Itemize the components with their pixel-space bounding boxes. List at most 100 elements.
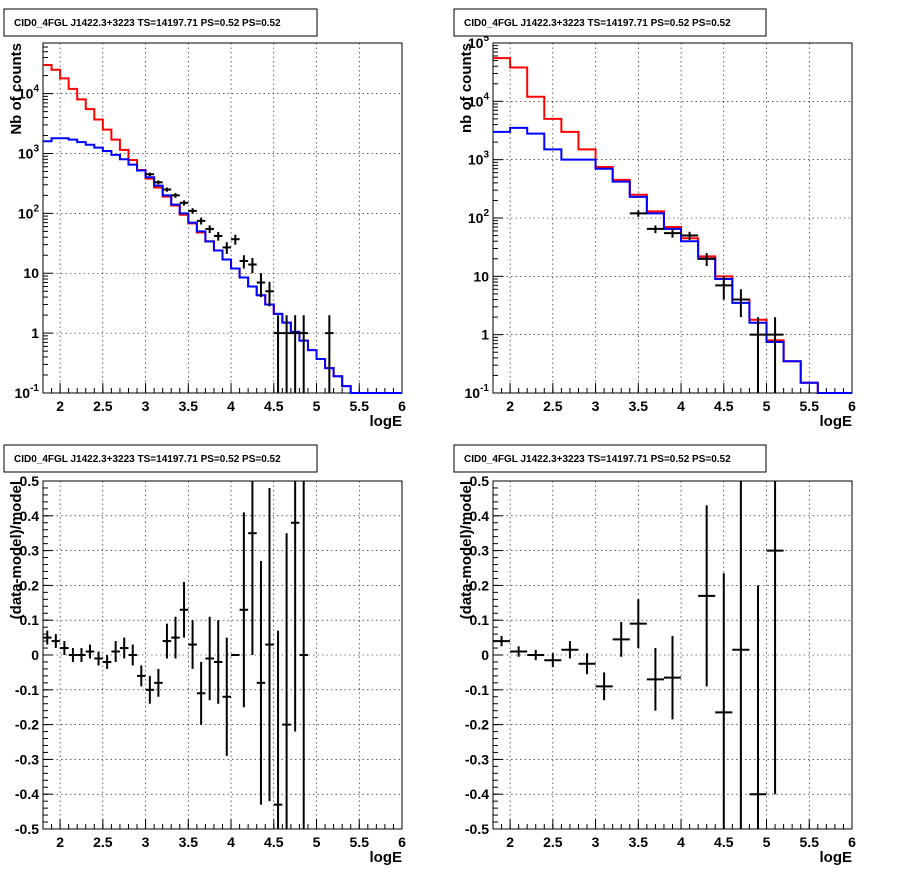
y-tick-exponent: 2	[33, 203, 39, 214]
data-point	[188, 208, 197, 214]
x-tick-label: 4	[227, 398, 235, 414]
x-tick-label: 2.5	[543, 834, 563, 850]
x-tick-label: 3	[592, 398, 600, 414]
y-tick-label: -0.2	[465, 717, 489, 733]
y-tick-label: 10	[473, 268, 489, 284]
title-box	[453, 8, 767, 37]
x-tick-label: 4	[227, 834, 235, 850]
y-tick-base: 10	[15, 385, 31, 401]
y-tick-exponent: 2	[483, 208, 489, 219]
y-tick-exponent: -1	[30, 383, 39, 394]
y-tick-label: 0.2	[470, 577, 490, 593]
data-point	[119, 637, 129, 659]
data-point	[205, 616, 214, 701]
x-tick-label: 3.5	[629, 834, 649, 850]
data-point	[213, 620, 223, 704]
y-tick-label: -0.3	[15, 751, 39, 767]
y-tick-label: 10-1	[465, 383, 490, 401]
x-tick-label: 4.5	[264, 834, 284, 850]
y-axis-title: (data-model)/model	[8, 481, 25, 619]
y-tick-label: 103	[468, 150, 490, 168]
y-tick-exponent: 3	[33, 143, 39, 154]
data-point	[595, 672, 613, 701]
y-tick-label: 103	[18, 143, 40, 161]
y-axis-title: Nb of counts	[8, 43, 25, 135]
data-point	[77, 648, 86, 662]
data-point	[239, 512, 249, 708]
data-point	[171, 193, 180, 198]
y-tick-label: 104	[468, 91, 490, 109]
data-point	[749, 585, 767, 829]
data-point	[111, 641, 120, 662]
y-tick-exponent: 5	[483, 33, 489, 44]
data-point	[94, 651, 103, 666]
data-point	[510, 646, 528, 657]
x-tick-label: 3.5	[629, 398, 649, 414]
y-tick-exponent: -1	[480, 383, 489, 394]
data-point	[256, 273, 266, 298]
y-tick-label: -0.4	[465, 786, 489, 802]
y-tick-label: -0.1	[15, 682, 39, 698]
data-point	[68, 648, 78, 662]
y-tick-exponent: 4	[33, 84, 39, 95]
y-tick-label: -0.1	[465, 682, 489, 698]
data-point	[248, 481, 257, 655]
x-tick-label: 2	[506, 398, 514, 414]
data-point	[299, 481, 308, 829]
y-axis-title: nb of counts	[458, 43, 475, 133]
title-box	[453, 444, 767, 473]
data-point	[629, 210, 647, 217]
data-point	[239, 255, 249, 269]
plot-frame	[42, 480, 403, 830]
y-tick-label: 0.4	[470, 508, 490, 524]
y-tick-label: 0	[31, 647, 39, 663]
data-point	[51, 634, 61, 649]
x-tick-label: 3.5	[179, 398, 199, 414]
data-point	[663, 635, 682, 720]
data-point	[732, 289, 750, 318]
data-point	[196, 661, 206, 725]
series-line-red	[43, 64, 402, 394]
data-point	[128, 644, 138, 666]
data-point	[527, 649, 545, 661]
y-tick-exponent: 4	[483, 91, 489, 102]
x-tick-label: 5	[313, 834, 321, 850]
x-tick-label: 4	[677, 834, 685, 850]
data-point	[681, 231, 699, 240]
x-tick-label: 4.5	[264, 398, 284, 414]
data-point	[629, 599, 647, 649]
data-point	[213, 231, 223, 241]
data-point	[162, 187, 172, 192]
data-point	[273, 630, 283, 829]
y-tick-label: 0.3	[470, 543, 490, 559]
x-tick-label: 2.5	[93, 834, 113, 850]
x-tick-label: 3	[592, 834, 600, 850]
x-tick-label: 2.5	[93, 398, 113, 414]
x-tick-label: 5.5	[350, 834, 370, 850]
data-point	[732, 481, 750, 829]
y-tick-label: 0.3	[20, 543, 40, 559]
x-tick-label: 2	[56, 398, 64, 414]
data-point	[188, 620, 197, 669]
y-tick-label: -0.2	[15, 717, 39, 733]
title-box	[3, 444, 318, 473]
data-point	[43, 630, 52, 645]
y-tick-base: 10	[465, 385, 481, 401]
y-tick-label: -0.5	[465, 821, 489, 837]
y-tick-exponent: 3	[483, 150, 489, 161]
y-tick-label: 102	[468, 208, 490, 226]
data-point	[222, 242, 232, 254]
data-point	[154, 668, 163, 697]
data-point	[290, 315, 300, 393]
data-point	[766, 317, 784, 393]
y-tick-label: 0.5	[470, 473, 490, 489]
data-point	[145, 172, 155, 177]
x-tick-label: 5.5	[800, 834, 820, 850]
plot-frame	[492, 42, 853, 394]
data-point	[612, 621, 630, 657]
data-point	[749, 317, 767, 393]
data-point	[646, 225, 664, 234]
chart-panel-top-left: 2 2.5 3 3.5 4 4.5 5 5.5 610-1110102103104logENb …	[3, 8, 406, 430]
x-tick-label: 2	[506, 834, 514, 850]
data-point	[102, 655, 112, 669]
